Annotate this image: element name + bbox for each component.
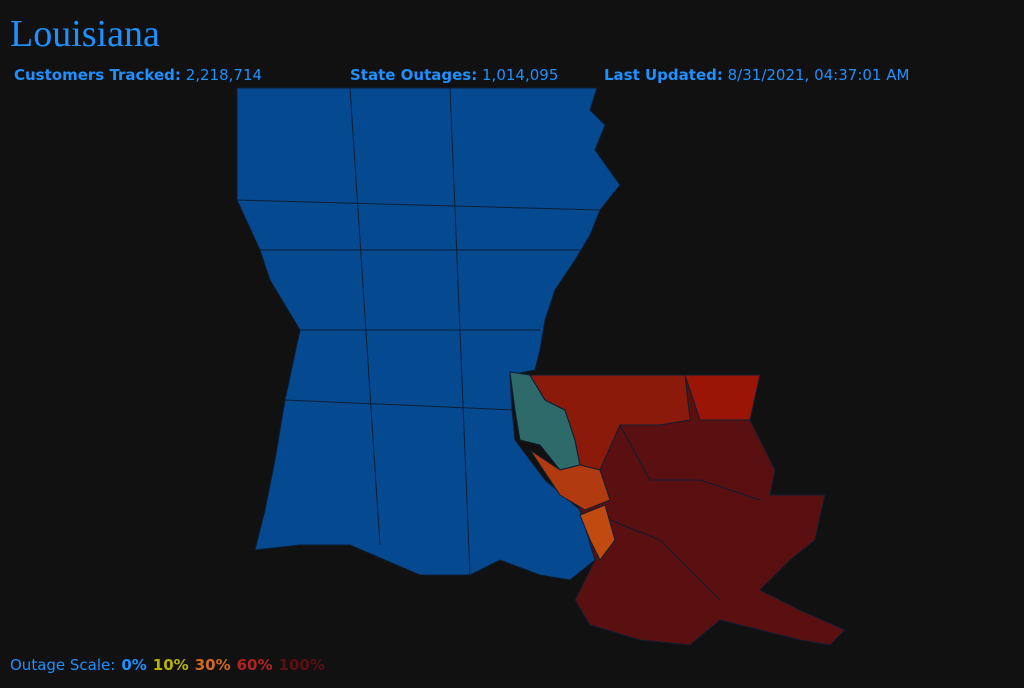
legend-item: 10% bbox=[152, 656, 189, 674]
red-parishes bbox=[684, 374, 761, 421]
stat-value: 2,218,714 bbox=[185, 66, 263, 84]
stat: State Outages: 1,014,095 bbox=[350, 66, 558, 84]
legend-item: 100% bbox=[278, 656, 325, 674]
stat-value: 8/31/2021, 04:37:01 AM bbox=[727, 66, 910, 84]
legend-item: 0% bbox=[121, 656, 147, 674]
orange-parish bbox=[579, 504, 616, 561]
legend-item: 30% bbox=[194, 656, 231, 674]
stat: Last Updated: 8/31/2021, 04:37:01 AM bbox=[604, 66, 909, 84]
stat-label: Customers Tracked: bbox=[14, 66, 181, 84]
stat-value: 1,014,095 bbox=[482, 66, 559, 84]
legend: Outage Scale: 0% 10% 30% 60% 100% bbox=[10, 656, 325, 674]
title: Louisiana bbox=[10, 13, 160, 55]
legend-label: Outage Scale: bbox=[10, 656, 116, 674]
legend-item: 60% bbox=[236, 656, 273, 674]
orange-parishes bbox=[529, 449, 611, 511]
stat-label: Last Updated: bbox=[604, 66, 723, 84]
stat-label: State Outages: bbox=[350, 66, 478, 84]
north-region bbox=[236, 87, 621, 581]
stat: Customers Tracked: 2,218,714 bbox=[14, 66, 262, 84]
